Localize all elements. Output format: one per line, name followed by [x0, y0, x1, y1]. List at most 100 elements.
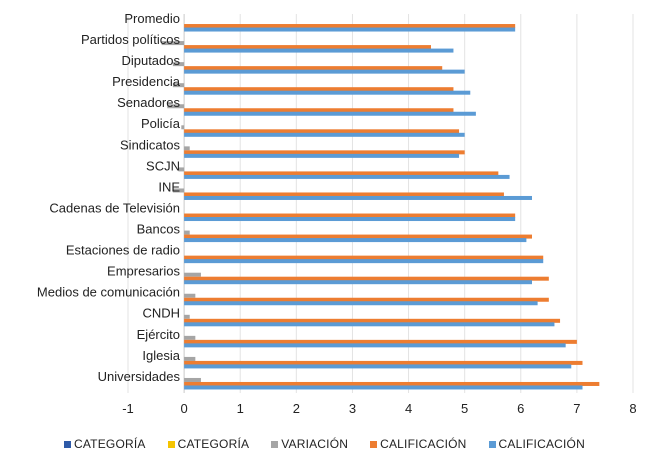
bar-4-10: [184, 174, 510, 179]
bar-4-5: [184, 280, 532, 285]
bar-2-14: [172, 83, 185, 88]
bar-3-15: [184, 66, 443, 71]
category-label: Universidades: [98, 369, 181, 384]
category-label: Ejército: [137, 327, 180, 342]
bar-2-15: [172, 62, 185, 67]
category-label: Senadores: [117, 95, 180, 110]
bar-3-8: [184, 213, 516, 218]
x-tick-label: 4: [405, 401, 412, 416]
bar-4-8: [184, 217, 516, 222]
bar-2-1: [184, 356, 196, 361]
x-tick-label: -1: [122, 401, 134, 416]
bar-3-9: [184, 192, 504, 197]
category-label: CNDH: [142, 306, 180, 321]
bar-2-7: [184, 230, 190, 235]
legend-item-5: CALIFICACIÓN: [488, 437, 585, 451]
bar-4-15: [184, 69, 465, 74]
legend-swatch-3: [271, 440, 279, 448]
category-label: SCJN: [146, 158, 180, 173]
legend-label-2: CATEGORÍA: [177, 437, 250, 451]
legend-item-2: CATEGORÍA: [167, 437, 250, 451]
legend-swatch-4: [370, 440, 378, 448]
bar-3-12: [184, 129, 460, 134]
bar-2-16: [161, 41, 185, 46]
x-tick-label: 1: [237, 401, 244, 416]
legend-label-5: CALIFICACIÓN: [498, 437, 585, 451]
bar-4-7: [184, 238, 527, 243]
category-label: Sindicatos: [120, 137, 180, 152]
x-tick-label: 6: [517, 401, 524, 416]
bar-3-6: [184, 255, 544, 260]
bar-2-13: [167, 104, 185, 109]
category-label: Estaciones de radio: [66, 243, 180, 258]
x-axis-tick-labels: -1 0 1 2 3 4 5 6 7 8: [122, 401, 636, 416]
legend: CATEGORÍA CATEGORÍA VARIACIÓN CALIFICACI…: [64, 437, 585, 451]
bar-4-16: [184, 48, 454, 53]
bar-4-9: [184, 195, 532, 200]
x-tick-label: 0: [180, 401, 187, 416]
bar-3-11: [184, 150, 465, 155]
bar-4-11: [184, 153, 460, 158]
bar-2-12: [181, 125, 185, 130]
bar-2-0: [184, 377, 201, 382]
bar-2-4: [184, 293, 196, 298]
bar-3-4: [184, 297, 549, 302]
legend-item-1: CATEGORÍA: [64, 437, 146, 451]
category-label: Iglesia: [142, 348, 180, 363]
bar-3-16: [184, 45, 431, 50]
bar-4-17: [184, 27, 516, 32]
legend-label-4: CALIFICACIÓN: [380, 437, 467, 451]
legend-label-3: VARIACIÓN: [281, 437, 349, 451]
category-label: Empresarios: [107, 264, 180, 279]
bar-2-5: [184, 272, 201, 277]
bar-4-2: [184, 343, 566, 348]
legend-item-3: VARIACIÓN: [271, 437, 348, 451]
bar-3-0: [184, 381, 600, 386]
bar-3-13: [184, 108, 454, 113]
bar-3-1: [184, 360, 583, 365]
category-label: Promedio: [124, 11, 180, 26]
bar-3-10: [184, 171, 499, 176]
bar-3-14: [184, 87, 454, 92]
x-tick-label: 5: [461, 401, 468, 416]
x-tick-label: 8: [629, 401, 636, 416]
category-label: Presidencia: [112, 74, 181, 89]
bar-2-3: [184, 314, 190, 319]
bar-4-12: [184, 132, 465, 137]
bar-2-9: [172, 188, 185, 193]
gridlines: [127, 14, 634, 393]
bar-4-1: [184, 364, 572, 369]
bar-3-7: [184, 234, 532, 239]
legend-swatch-2: [167, 440, 175, 448]
x-tick-label: 2: [293, 401, 300, 416]
bar-2-2: [184, 335, 196, 340]
bars: [161, 24, 600, 390]
legend-swatch-1: [64, 440, 71, 448]
bar-4-0: [184, 385, 583, 390]
bar-3-17: [184, 24, 516, 29]
category-label: Medios de comunicación: [37, 285, 180, 300]
x-tick-label: 3: [349, 401, 356, 416]
legend-label-1: CATEGORÍA: [74, 437, 146, 451]
legend-item-4: CALIFICACIÓN: [370, 437, 466, 451]
bar-2-11: [184, 146, 190, 151]
bar-4-4: [184, 301, 538, 306]
category-label: Diputados: [121, 53, 180, 68]
category-labels: Universidades Iglesia Ejército CNDH Medios d…: [37, 11, 181, 384]
category-label: Partidos políticos: [81, 32, 180, 47]
bar-3-3: [184, 318, 561, 323]
category-label: Cadenas de Televisión: [49, 200, 180, 215]
bar-4-6: [184, 259, 544, 264]
bar-3-2: [184, 339, 577, 344]
x-tick-label: 7: [573, 401, 580, 416]
category-label: INE: [158, 179, 180, 194]
bar-4-13: [184, 111, 476, 116]
legend-swatch-5: [488, 440, 496, 448]
bar-4-3: [184, 322, 555, 327]
bar-4-14: [184, 90, 471, 95]
bar-3-5: [184, 276, 549, 281]
category-label: Bancos: [137, 222, 181, 237]
category-label: Policía: [141, 116, 181, 131]
bar-2-10: [178, 167, 185, 172]
